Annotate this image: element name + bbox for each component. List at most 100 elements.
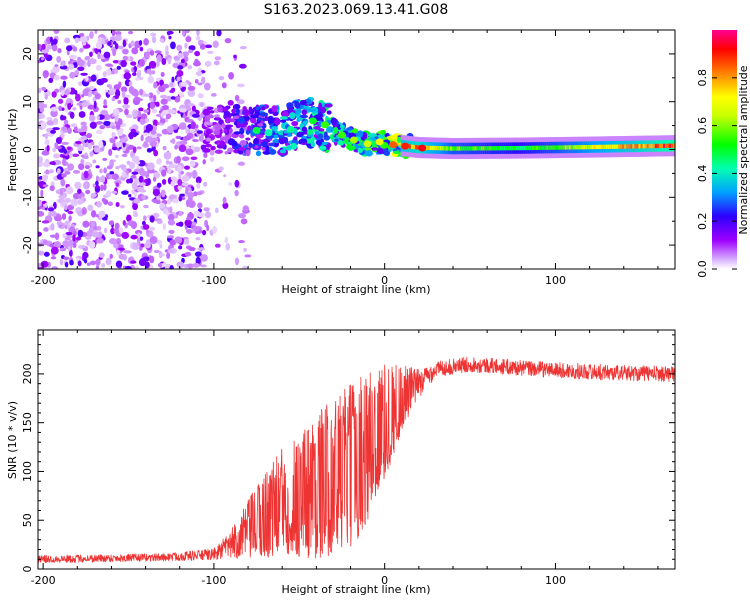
spectral-blob — [305, 98, 312, 105]
ridge-core — [529, 145, 533, 151]
noise-speck — [118, 247, 125, 251]
spectral-blob — [238, 146, 246, 151]
noise-speck — [64, 197, 72, 203]
noise-speck — [197, 202, 203, 209]
noise-speck — [151, 137, 159, 141]
noise-speck — [133, 198, 141, 204]
x-tick-label: -200 — [31, 574, 56, 587]
noise-speck — [94, 30, 98, 34]
ridge-core — [669, 143, 673, 148]
noise-speck — [244, 254, 252, 258]
noise-speck — [78, 111, 86, 118]
noise-speck — [202, 229, 207, 236]
noise-speck — [159, 202, 166, 209]
spectral-blob — [380, 129, 387, 135]
ridge-core — [519, 145, 523, 151]
spectral-blob — [272, 111, 279, 117]
noise-speck — [89, 151, 94, 157]
noise-speck — [97, 225, 102, 231]
noise-speck — [198, 135, 204, 142]
noise-speck — [160, 94, 168, 99]
noise-speck — [228, 182, 233, 186]
noise-speck — [167, 57, 172, 65]
noise-speck — [130, 128, 136, 133]
ridge-core — [607, 144, 611, 149]
noise-speck — [187, 103, 195, 107]
ridge-core — [632, 144, 636, 149]
spectral-blob — [239, 133, 245, 139]
spectral-blob — [326, 110, 332, 115]
noise-speck — [72, 234, 76, 242]
ridge-core — [611, 144, 615, 149]
noise-speck — [75, 227, 80, 232]
noise-speck — [171, 76, 175, 83]
spectral-blob — [339, 124, 345, 129]
ridge-core — [576, 145, 580, 150]
ridge-core — [599, 144, 603, 150]
spectral-blob — [324, 103, 333, 108]
noise-speck — [44, 93, 48, 100]
noise-speck — [161, 179, 167, 185]
y-tick-label: -10 — [21, 188, 34, 206]
noise-speck — [115, 182, 120, 187]
ridge-knot — [401, 142, 410, 150]
noise-speck — [156, 219, 163, 224]
spectral-blob — [302, 120, 308, 125]
noise-speck — [52, 147, 57, 153]
noise-speck — [95, 188, 100, 192]
noise-speck — [106, 165, 113, 170]
spectral-blob — [280, 119, 287, 123]
noise-speck — [69, 151, 73, 159]
noise-speck — [234, 257, 240, 266]
noise-speck — [187, 89, 196, 98]
noise-speck — [46, 120, 55, 126]
ridge-core — [488, 146, 492, 151]
noise-speck — [210, 92, 217, 97]
noise-speck — [41, 43, 46, 50]
noise-speck — [92, 159, 97, 164]
snr-marks — [38, 356, 675, 564]
noise-speck — [107, 201, 114, 207]
noise-speck — [58, 105, 63, 112]
noise-speck — [153, 81, 158, 89]
noise-speck — [107, 41, 112, 46]
noise-speck — [142, 224, 150, 230]
noise-speck — [38, 156, 43, 164]
noise-speck — [99, 124, 106, 130]
noise-speck — [131, 47, 139, 55]
noise-speck — [132, 242, 140, 251]
ridge-core — [646, 143, 650, 149]
noise-speck — [188, 49, 194, 54]
ridge-core — [654, 143, 658, 149]
noise-speck — [111, 146, 118, 151]
noise-speck — [200, 264, 207, 268]
colorbar-tick-label: 0.4 — [696, 165, 709, 183]
noise-speck — [133, 132, 139, 136]
noise-speck — [199, 102, 204, 107]
noise-speck — [161, 169, 167, 177]
noise-speck — [95, 180, 99, 186]
ridge-core — [413, 144, 417, 150]
noise-speck — [203, 152, 208, 159]
noise-speck — [123, 250, 132, 254]
noise-speck — [125, 114, 133, 119]
noise-speck — [75, 236, 82, 241]
noise-speck — [80, 121, 87, 126]
noise-speck — [149, 215, 155, 223]
noise-speck — [61, 192, 67, 199]
noise-speck — [70, 123, 78, 128]
noise-speck — [60, 75, 68, 80]
spectral-blob — [264, 115, 269, 122]
spectrogram-ylabel: Frequency (Hz) — [6, 109, 19, 192]
noise-speck — [59, 188, 64, 196]
noise-speck — [95, 265, 100, 269]
noise-speck — [49, 185, 55, 192]
noise-speck — [116, 65, 122, 70]
ridge-core — [462, 146, 466, 151]
noise-speck — [188, 246, 196, 252]
noise-speck — [117, 99, 122, 104]
noise-speck — [100, 77, 108, 83]
ridge-core — [472, 146, 476, 151]
noise-speck — [128, 81, 133, 87]
noise-speck — [152, 119, 158, 127]
